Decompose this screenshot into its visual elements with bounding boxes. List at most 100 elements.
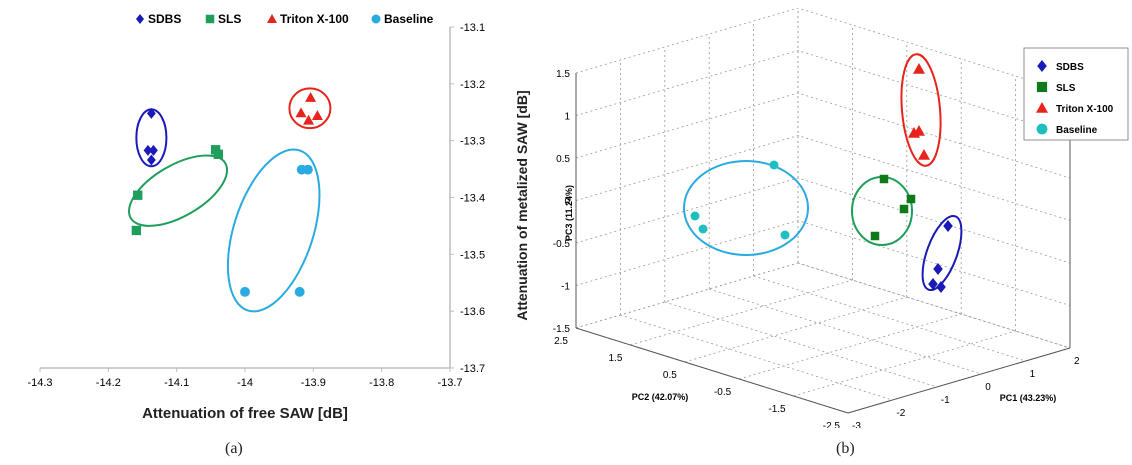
y-tick-label: -13.5 xyxy=(460,249,485,261)
caption-a: (a) xyxy=(225,440,243,457)
legend-label: SDBS xyxy=(1056,62,1084,73)
ellipse-sls xyxy=(127,154,229,227)
legend-marker xyxy=(136,14,144,24)
data-point-sdbs xyxy=(146,107,156,119)
chart-b: 1.510.50-0.5-1-1.52.51.50.5-0.5-1.5-2.5-… xyxy=(553,8,1129,428)
axis-edge xyxy=(575,327,849,414)
grid-line xyxy=(630,279,853,346)
legend-label: SLS xyxy=(218,12,241,26)
legend-marker xyxy=(205,14,215,24)
data-point-sls xyxy=(906,194,916,204)
x-tick-label: -14.1 xyxy=(164,377,189,389)
legend-label: SLS xyxy=(1056,83,1076,94)
ellipse-baseline xyxy=(226,148,321,313)
legend-marker xyxy=(1036,123,1048,135)
grid-line xyxy=(575,262,799,329)
x-tick-label: -14.2 xyxy=(96,377,121,389)
pc1-tick-label: 2 xyxy=(1074,356,1080,367)
data-point-baseline xyxy=(698,224,708,234)
data-point-baseline xyxy=(240,286,250,297)
grid-line xyxy=(709,288,982,375)
data-point-triton-x-100 xyxy=(303,114,315,125)
y-tick-label: -13.1 xyxy=(460,22,485,34)
grid-line xyxy=(620,314,893,401)
ellipse-baseline xyxy=(683,160,809,256)
data-point-sls xyxy=(131,225,142,236)
pc3-tick-label: 0.5 xyxy=(556,154,570,165)
data-point-baseline xyxy=(302,164,313,175)
legend-label: Triton X-100 xyxy=(280,12,349,26)
data-point-triton-x-100 xyxy=(305,91,317,102)
pc2-tick-label: 2.5 xyxy=(554,336,568,347)
grid-line xyxy=(575,50,1071,136)
pc1-tick-label: -1 xyxy=(941,395,950,406)
data-point-baseline xyxy=(769,160,779,170)
pc2-tick-label: -2.5 xyxy=(823,421,841,428)
pc2-tick-label: 1.5 xyxy=(608,353,622,364)
legend-marker xyxy=(1036,102,1048,113)
y-tick-label: -13.3 xyxy=(460,136,485,148)
grid-line xyxy=(575,262,1071,349)
data-point-sdbs xyxy=(143,144,153,156)
x-tick-label: -14.3 xyxy=(27,377,52,389)
legend-marker xyxy=(371,14,381,24)
data-point-sdbs xyxy=(149,144,158,156)
x-tick-label: -13.7 xyxy=(437,377,462,389)
legend-label: SDBS xyxy=(148,12,181,26)
pc1-tick-label: 0 xyxy=(985,382,991,393)
pc3-tick-label: -1.5 xyxy=(553,324,571,335)
data-point-sls xyxy=(213,149,224,159)
y-tick-label: -13.7 xyxy=(460,363,485,375)
pc1-tick-label: -2 xyxy=(896,408,905,419)
y-tick-label: -13.4 xyxy=(460,193,485,205)
data-point-triton xyxy=(913,63,925,74)
data-point-triton-x-100 xyxy=(295,107,307,118)
pc3-tick-label: 1 xyxy=(564,112,570,123)
data-point-sls xyxy=(899,204,909,214)
pc3-tick-label: 1.5 xyxy=(556,69,570,80)
x-tick-label: -14 xyxy=(237,377,253,389)
legend-marker xyxy=(1037,60,1047,72)
grid-line xyxy=(753,275,1026,362)
ellipse-triton xyxy=(900,53,942,167)
data-point-baseline xyxy=(294,286,305,297)
y-axis-label: Attenuation of metalized SAW [dB] xyxy=(514,90,530,320)
grid-line xyxy=(684,296,907,363)
pc2-tick-label: -0.5 xyxy=(714,387,732,398)
data-point-sdbs xyxy=(933,263,943,275)
grid-line xyxy=(575,8,1071,94)
chart-a: -14.3 -14.2 -14.1 -14 -13.9 -13.8 -13.7 -13.1 -1… xyxy=(27,12,530,422)
data-point-sdbs xyxy=(936,281,946,293)
x-axis-label: Attenuation of free SAW [dB] xyxy=(142,405,348,422)
data-point-triton xyxy=(918,149,930,160)
pc2-tick-label: -1.5 xyxy=(768,404,786,415)
data-point-sdbs xyxy=(146,154,156,166)
legend-label: Baseline xyxy=(1056,125,1098,136)
data-point-baseline xyxy=(690,211,700,221)
data-point-baseline xyxy=(780,230,790,240)
grid-line xyxy=(793,330,1016,397)
pc3-tick-label: -1 xyxy=(561,282,570,293)
grid-line xyxy=(575,92,1071,179)
data-point-sls xyxy=(870,231,880,241)
legend-marker xyxy=(267,14,277,23)
axis-edge xyxy=(847,347,1071,414)
pc2-tick-label: 0.5 xyxy=(663,370,677,381)
grid-line xyxy=(575,220,1071,306)
x-axis-label: PC1 (43.23%) xyxy=(1000,393,1057,403)
grid-line xyxy=(575,135,1071,221)
grid-line xyxy=(797,262,1071,349)
ellipse-triton xyxy=(288,87,332,130)
pc1-tick-label: 1 xyxy=(1030,369,1036,380)
grid-line xyxy=(739,313,962,380)
legend-marker xyxy=(1036,81,1048,93)
x-tick-label: -13.8 xyxy=(369,377,394,389)
data-point-triton-x-100 xyxy=(311,110,323,121)
pc1-tick-label: -3 xyxy=(852,421,861,428)
data-point-triton xyxy=(913,125,925,136)
grid-line xyxy=(664,301,937,388)
caption-b: (b) xyxy=(836,440,855,457)
z-axis-label: PC3 (11.24%) xyxy=(564,185,574,241)
pc3-tick-label: -0.5 xyxy=(553,239,571,250)
pc3-tick-label: 0 xyxy=(564,197,570,208)
